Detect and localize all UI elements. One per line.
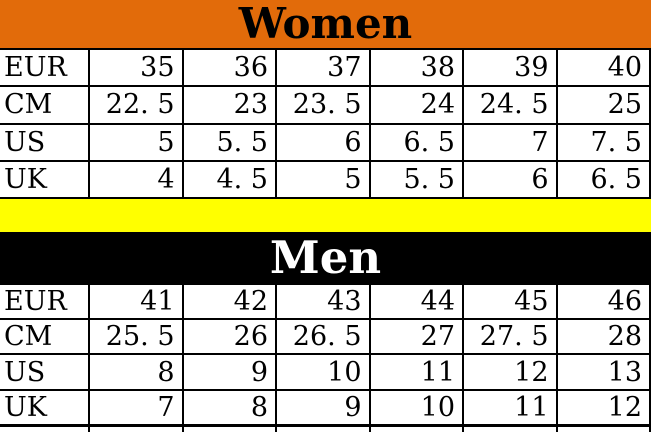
- men-uk-row: UK 7 8 9 10 11 12: [0, 388, 651, 427]
- size-cell: 23: [181, 85, 277, 125]
- size-cell: 5. 5: [181, 122, 277, 162]
- size-cell: 6: [462, 159, 558, 200]
- row-label-cm: CM: [0, 85, 90, 125]
- cropped-cell: [0, 427, 90, 432]
- women-title: Women: [238, 0, 413, 48]
- size-cell: 37: [275, 47, 371, 88]
- size-cell: 12: [555, 388, 651, 427]
- size-cell: 41: [88, 282, 184, 321]
- cropped-cell: [368, 427, 464, 432]
- size-cell: 24: [368, 85, 464, 125]
- women-section-header: Women: [0, 0, 651, 48]
- women-uk-row: UK 4 4. 5 5 5. 5 6 6. 5: [0, 159, 651, 200]
- size-cell: 6: [275, 122, 371, 162]
- size-cell: 39: [462, 47, 558, 88]
- size-cell: 12: [462, 353, 558, 391]
- size-cell: 28: [555, 318, 651, 356]
- size-cell: 7. 5: [555, 122, 651, 162]
- size-cell: 44: [368, 282, 464, 321]
- cropped-cell: [88, 427, 184, 432]
- size-cell: 23. 5: [275, 85, 371, 125]
- women-us-row: US 5 5. 5 6 6. 5 7 7. 5: [0, 122, 651, 162]
- size-cell: 6. 5: [555, 159, 651, 200]
- men-size-table: EUR 41 42 43 44 45 46 CM 25. 5 26 26. 5 …: [0, 282, 651, 427]
- size-cell: 24. 5: [462, 85, 558, 125]
- row-label-eur: EUR: [0, 47, 90, 88]
- row-label-eur: EUR: [0, 282, 90, 321]
- size-cell: 5: [88, 122, 184, 162]
- size-cell: 10: [368, 388, 464, 427]
- size-cell: 4: [88, 159, 184, 200]
- size-cell: 4. 5: [181, 159, 277, 200]
- cropped-row: [0, 427, 651, 432]
- size-cell: 11: [462, 388, 558, 427]
- men-us-row: US 8 9 10 11 12 13: [0, 353, 651, 391]
- size-cell: 7: [88, 388, 184, 427]
- cropped-cell: [181, 427, 277, 432]
- size-cell: 43: [275, 282, 371, 321]
- men-title: Men: [269, 231, 382, 284]
- size-cell: 25. 5: [88, 318, 184, 356]
- cropped-cell: [555, 427, 651, 432]
- size-cell: 11: [368, 353, 464, 391]
- size-cell: 26. 5: [275, 318, 371, 356]
- row-label-us: US: [0, 122, 90, 162]
- men-cm-row: CM 25. 5 26 26. 5 27 27. 5 28: [0, 318, 651, 356]
- size-cell: 5: [275, 159, 371, 200]
- size-cell: 42: [181, 282, 277, 321]
- size-cell: 27. 5: [462, 318, 558, 356]
- row-label-uk: UK: [0, 388, 90, 427]
- size-cell: 27: [368, 318, 464, 356]
- size-cell: 8: [181, 388, 277, 427]
- men-section-header: Men: [0, 232, 651, 283]
- size-cell: 25: [555, 85, 651, 125]
- cropped-cell: [462, 427, 558, 432]
- size-cell: 10: [275, 353, 371, 391]
- size-cell: 5. 5: [368, 159, 464, 200]
- cropped-cell: [275, 427, 371, 432]
- size-cell: 46: [555, 282, 651, 321]
- size-cell: 9: [181, 353, 277, 391]
- size-cell: 36: [181, 47, 277, 88]
- men-eur-row: EUR 41 42 43 44 45 46: [0, 282, 651, 321]
- size-cell: 40: [555, 47, 651, 88]
- row-label-uk: UK: [0, 159, 90, 200]
- women-eur-row: EUR 35 36 37 38 39 40: [0, 47, 651, 88]
- row-label-cm: CM: [0, 318, 90, 356]
- size-cell: 13: [555, 353, 651, 391]
- size-cell: 8: [88, 353, 184, 391]
- size-cell: 26: [181, 318, 277, 356]
- size-cell: 35: [88, 47, 184, 88]
- women-size-table: EUR 35 36 37 38 39 40 CM 22. 5 23 23. 5 …: [0, 47, 651, 200]
- yellow-divider: [0, 199, 651, 232]
- size-cell: 7: [462, 122, 558, 162]
- size-cell: 22. 5: [88, 85, 184, 125]
- size-cell: 38: [368, 47, 464, 88]
- size-cell: 6. 5: [368, 122, 464, 162]
- size-cell: 9: [275, 388, 371, 427]
- women-cm-row: CM 22. 5 23 23. 5 24 24. 5 25: [0, 85, 651, 125]
- size-cell: 45: [462, 282, 558, 321]
- cropped-next-row: [0, 427, 651, 432]
- row-label-us: US: [0, 353, 90, 391]
